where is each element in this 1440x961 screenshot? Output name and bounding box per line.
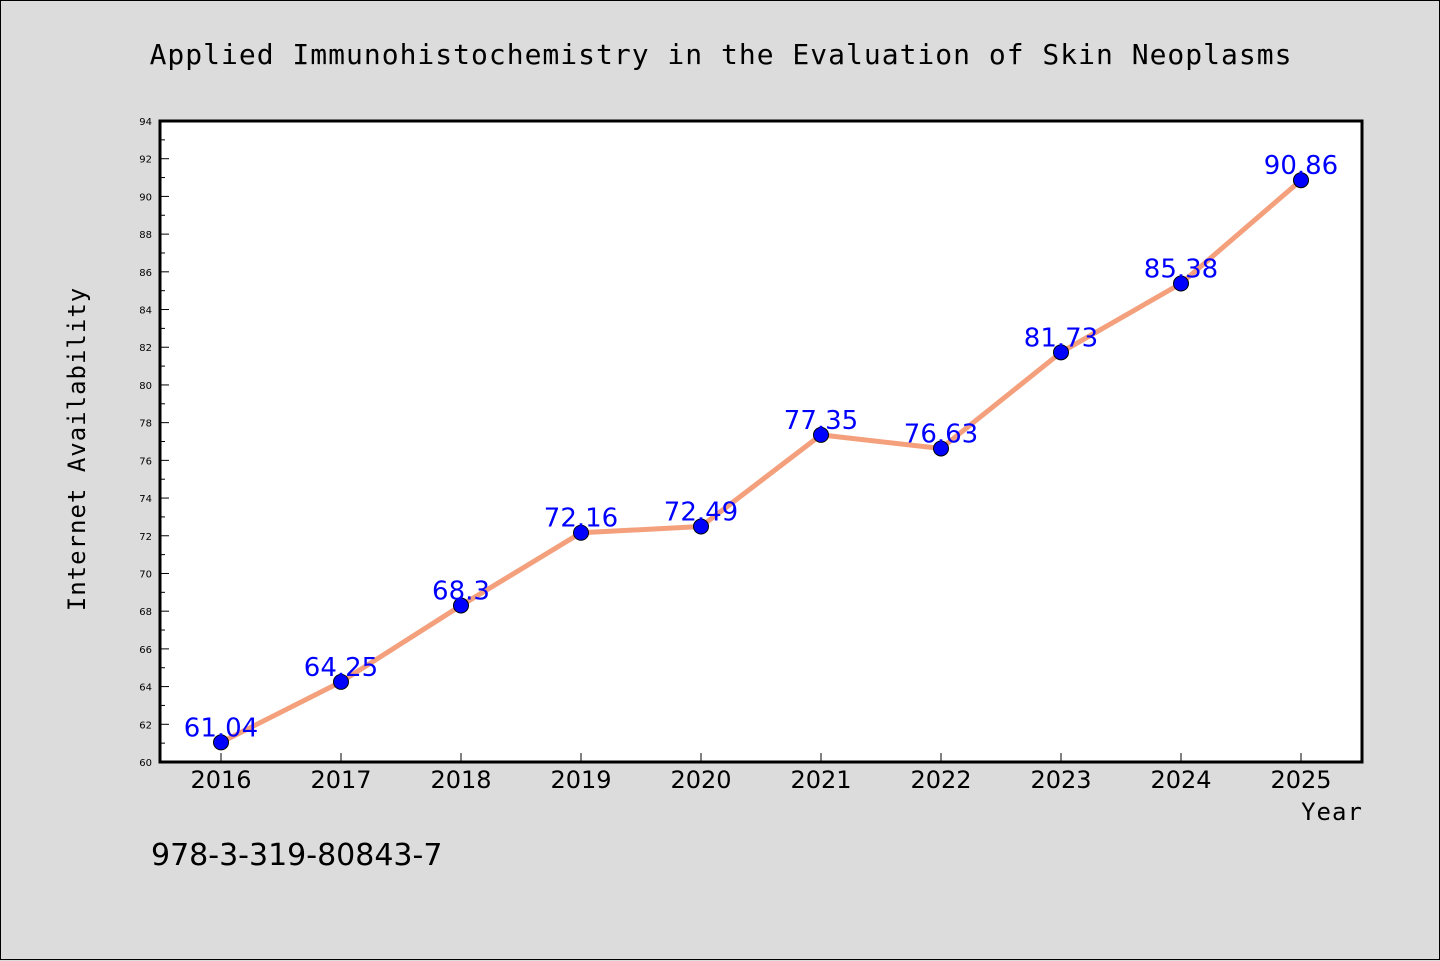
y-tick-label: 70 bbox=[139, 569, 152, 580]
y-axis-label: Internet Availability bbox=[63, 287, 91, 611]
y-tick-label: 84 bbox=[139, 306, 152, 317]
y-tick-label: 64 bbox=[139, 683, 152, 694]
data-label: 68.3 bbox=[432, 577, 490, 607]
x-tick-label: 2019 bbox=[550, 766, 611, 794]
data-point bbox=[573, 524, 589, 541]
x-axis: 2016 2017 2018 2019 2020 2021 2022 2023 2024 2025 bbox=[190, 753, 1332, 794]
isbn-text: 978-3-319-80843-7 bbox=[151, 838, 442, 873]
x-tick-label: 2018 bbox=[430, 766, 491, 794]
plot-area bbox=[158, 119, 1364, 764]
y-axis: 60 62 64 66 68 70 72 74 76 78 80 82 84 86 88 90 92 94 bbox=[139, 117, 169, 769]
data-label: 72.16 bbox=[544, 504, 618, 534]
data-label: 85.38 bbox=[1144, 255, 1218, 285]
data-point bbox=[1053, 344, 1069, 361]
markers-group bbox=[213, 172, 1309, 751]
y-tick-label: 68 bbox=[139, 607, 152, 618]
series-line-group bbox=[219, 178, 1303, 745]
data-label: 72.49 bbox=[664, 498, 738, 528]
chart-title: Applied Immunohistochemistry in the Eval… bbox=[150, 38, 1293, 71]
data-label: 61.04 bbox=[184, 713, 258, 743]
y-tick-label: 90 bbox=[139, 192, 152, 203]
data-label: 90.86 bbox=[1264, 151, 1338, 181]
data-label: 81.73 bbox=[1024, 323, 1098, 353]
y-tick-label: 82 bbox=[139, 343, 152, 354]
y-tick-label: 92 bbox=[139, 155, 152, 166]
y-tick-label: 76 bbox=[139, 456, 152, 467]
y-tick-label: 72 bbox=[139, 532, 152, 543]
x-tick-label: 2024 bbox=[1150, 766, 1211, 794]
x-tick-label: 2021 bbox=[790, 766, 851, 794]
x-tick-label: 2020 bbox=[670, 766, 731, 794]
y-tick-label: 88 bbox=[139, 230, 152, 241]
y-tick-label: 62 bbox=[139, 720, 152, 731]
x-axis-label: Year bbox=[1301, 798, 1363, 826]
data-label: 77.35 bbox=[784, 406, 858, 436]
data-label: 76.63 bbox=[904, 419, 978, 449]
series-line bbox=[219, 178, 1303, 745]
x-tick-label: 2025 bbox=[1270, 766, 1331, 794]
data-point bbox=[933, 440, 949, 457]
y-tick-label: 78 bbox=[139, 419, 152, 430]
data-point bbox=[453, 597, 469, 614]
y-tick-label: 94 bbox=[139, 117, 152, 128]
data-point bbox=[213, 734, 229, 751]
data-label: 64.25 bbox=[304, 653, 378, 683]
data-point bbox=[813, 426, 829, 443]
y-tick-label: 86 bbox=[139, 268, 152, 279]
y-tick-label: 80 bbox=[139, 381, 152, 392]
data-point bbox=[1173, 275, 1189, 292]
x-tick-label: 2022 bbox=[910, 766, 971, 794]
data-point bbox=[1293, 172, 1309, 189]
x-tick-label: 2016 bbox=[190, 766, 251, 794]
y-tick-label: 60 bbox=[139, 758, 152, 769]
x-tick-label: 2017 bbox=[310, 766, 371, 794]
y-tick-label: 66 bbox=[139, 645, 152, 656]
y-tick-label: 74 bbox=[139, 494, 152, 505]
data-labels-group: 61.04 64.25 68.3 72.16 72.49 77.35 76.63 81.73 8… bbox=[184, 151, 1338, 743]
data-point bbox=[333, 673, 349, 690]
data-point bbox=[693, 518, 709, 535]
x-tick-label: 2023 bbox=[1030, 766, 1091, 794]
